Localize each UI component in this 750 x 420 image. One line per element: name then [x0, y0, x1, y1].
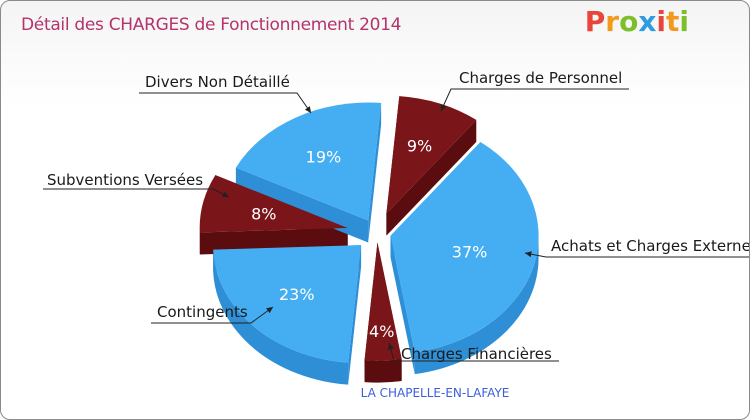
slice-percent-label: 23% — [279, 285, 315, 304]
slice-percent-label: 8% — [251, 204, 276, 223]
logo-letter: t — [666, 5, 680, 38]
leader-line — [139, 92, 312, 114]
pie-slice-wall — [368, 102, 382, 243]
leader-line — [151, 306, 274, 324]
leader-arrow — [387, 343, 394, 350]
pie-slice-side — [213, 249, 349, 385]
pie-slice[interactable] — [364, 242, 402, 361]
leader-line — [43, 188, 230, 198]
logo-letter: x — [638, 5, 657, 38]
leader-arrow — [304, 106, 311, 113]
leader-arrow — [525, 251, 532, 258]
pie-slice[interactable] — [390, 141, 539, 353]
pie-slice-side — [364, 358, 402, 383]
pie-slice-wall — [386, 119, 477, 236]
pie-slice-side — [414, 235, 539, 375]
slice-percent-label: 9% — [407, 136, 432, 155]
leader-line — [524, 252, 749, 258]
leader-arrow — [440, 104, 447, 111]
leader-arrow — [222, 191, 229, 197]
slice-category-label: Subventions Versées — [47, 171, 203, 189]
logo-letter: o — [619, 5, 639, 38]
logo-letter: r — [605, 5, 620, 38]
pie-slice[interactable] — [199, 175, 348, 233]
leader-line — [440, 88, 629, 112]
logo-letter: i — [656, 5, 666, 38]
slice-category-label: Charges Financières — [401, 345, 552, 363]
pie-slice-wall — [390, 235, 415, 375]
slice-percent-label: 37% — [452, 242, 488, 261]
slice-category-label: Contingents — [157, 303, 248, 321]
slice-category-label: Achats et Charges Externes — [551, 237, 750, 255]
pie-slice-wall — [348, 245, 362, 385]
slice-category-label: Charges de Personnel — [459, 69, 622, 87]
pie-slice[interactable] — [386, 96, 477, 214]
slice-percent-label: 19% — [306, 148, 342, 167]
proxiti-logo[interactable]: Proxiti — [585, 5, 689, 38]
chart-subtitle: LA CHAPELLE-EN-LAFAYE — [360, 386, 510, 400]
pie-slice[interactable] — [235, 102, 382, 221]
logo-letter: i — [679, 5, 689, 38]
pie-slice[interactable] — [213, 245, 362, 363]
logo-letter: P — [584, 5, 606, 38]
chart-title: Détail des CHARGES de Fonctionnement 201… — [21, 15, 402, 35]
leader-arrow — [266, 307, 273, 314]
slice-percent-label: 4% — [369, 322, 394, 341]
slice-category-label: Divers Non Détaillé — [145, 73, 290, 91]
